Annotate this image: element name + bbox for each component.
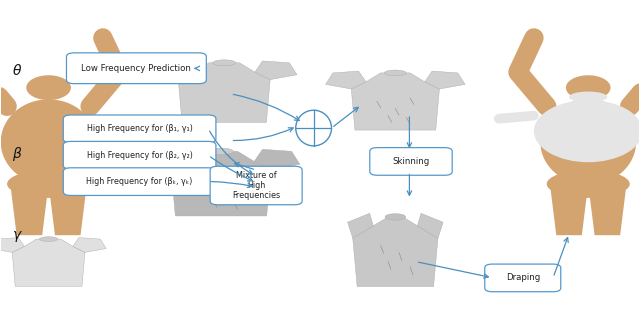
Ellipse shape <box>296 110 332 146</box>
Text: Low Frequency Prediction: Low Frequency Prediction <box>81 64 191 73</box>
Polygon shape <box>49 184 87 235</box>
Polygon shape <box>326 71 366 89</box>
Ellipse shape <box>40 237 58 241</box>
Ellipse shape <box>1 99 97 185</box>
Ellipse shape <box>26 75 71 100</box>
FancyBboxPatch shape <box>63 168 216 195</box>
Text: Mixture of
High
Frequencies: Mixture of High Frequencies <box>232 171 280 200</box>
Polygon shape <box>12 239 85 286</box>
Text: θ: θ <box>12 64 21 78</box>
Polygon shape <box>152 61 193 80</box>
Text: High Frequency for (βₖ, γₖ): High Frequency for (βₖ, γₖ) <box>86 177 193 186</box>
Text: Draping: Draping <box>506 273 540 282</box>
Text: Skinning: Skinning <box>392 157 429 166</box>
Polygon shape <box>588 184 627 235</box>
Polygon shape <box>73 238 106 252</box>
Polygon shape <box>353 217 438 286</box>
Polygon shape <box>348 213 373 238</box>
Polygon shape <box>417 213 443 238</box>
Polygon shape <box>255 61 297 80</box>
Polygon shape <box>254 149 300 169</box>
Ellipse shape <box>212 60 236 66</box>
Polygon shape <box>425 71 465 89</box>
FancyBboxPatch shape <box>484 264 561 292</box>
Polygon shape <box>142 149 188 169</box>
Ellipse shape <box>534 100 640 162</box>
Ellipse shape <box>7 170 90 198</box>
FancyBboxPatch shape <box>63 115 216 143</box>
Ellipse shape <box>547 170 630 198</box>
FancyBboxPatch shape <box>63 141 216 169</box>
Ellipse shape <box>385 214 406 220</box>
Polygon shape <box>178 63 270 122</box>
Text: β: β <box>12 148 21 161</box>
Polygon shape <box>550 184 588 235</box>
Polygon shape <box>10 184 49 235</box>
Ellipse shape <box>209 148 234 154</box>
Polygon shape <box>0 238 24 252</box>
FancyBboxPatch shape <box>210 166 302 205</box>
Text: High Frequency for (β₂, γ₂): High Frequency for (β₂, γ₂) <box>86 151 193 160</box>
FancyBboxPatch shape <box>67 53 206 84</box>
Polygon shape <box>351 73 440 130</box>
Polygon shape <box>172 151 271 216</box>
Ellipse shape <box>385 70 406 76</box>
Ellipse shape <box>566 75 611 100</box>
FancyBboxPatch shape <box>370 148 452 175</box>
Text: γ: γ <box>13 228 20 242</box>
Ellipse shape <box>569 91 607 102</box>
Ellipse shape <box>540 99 636 185</box>
Text: High Frequency for (β₁, γ₁): High Frequency for (β₁, γ₁) <box>86 124 193 133</box>
